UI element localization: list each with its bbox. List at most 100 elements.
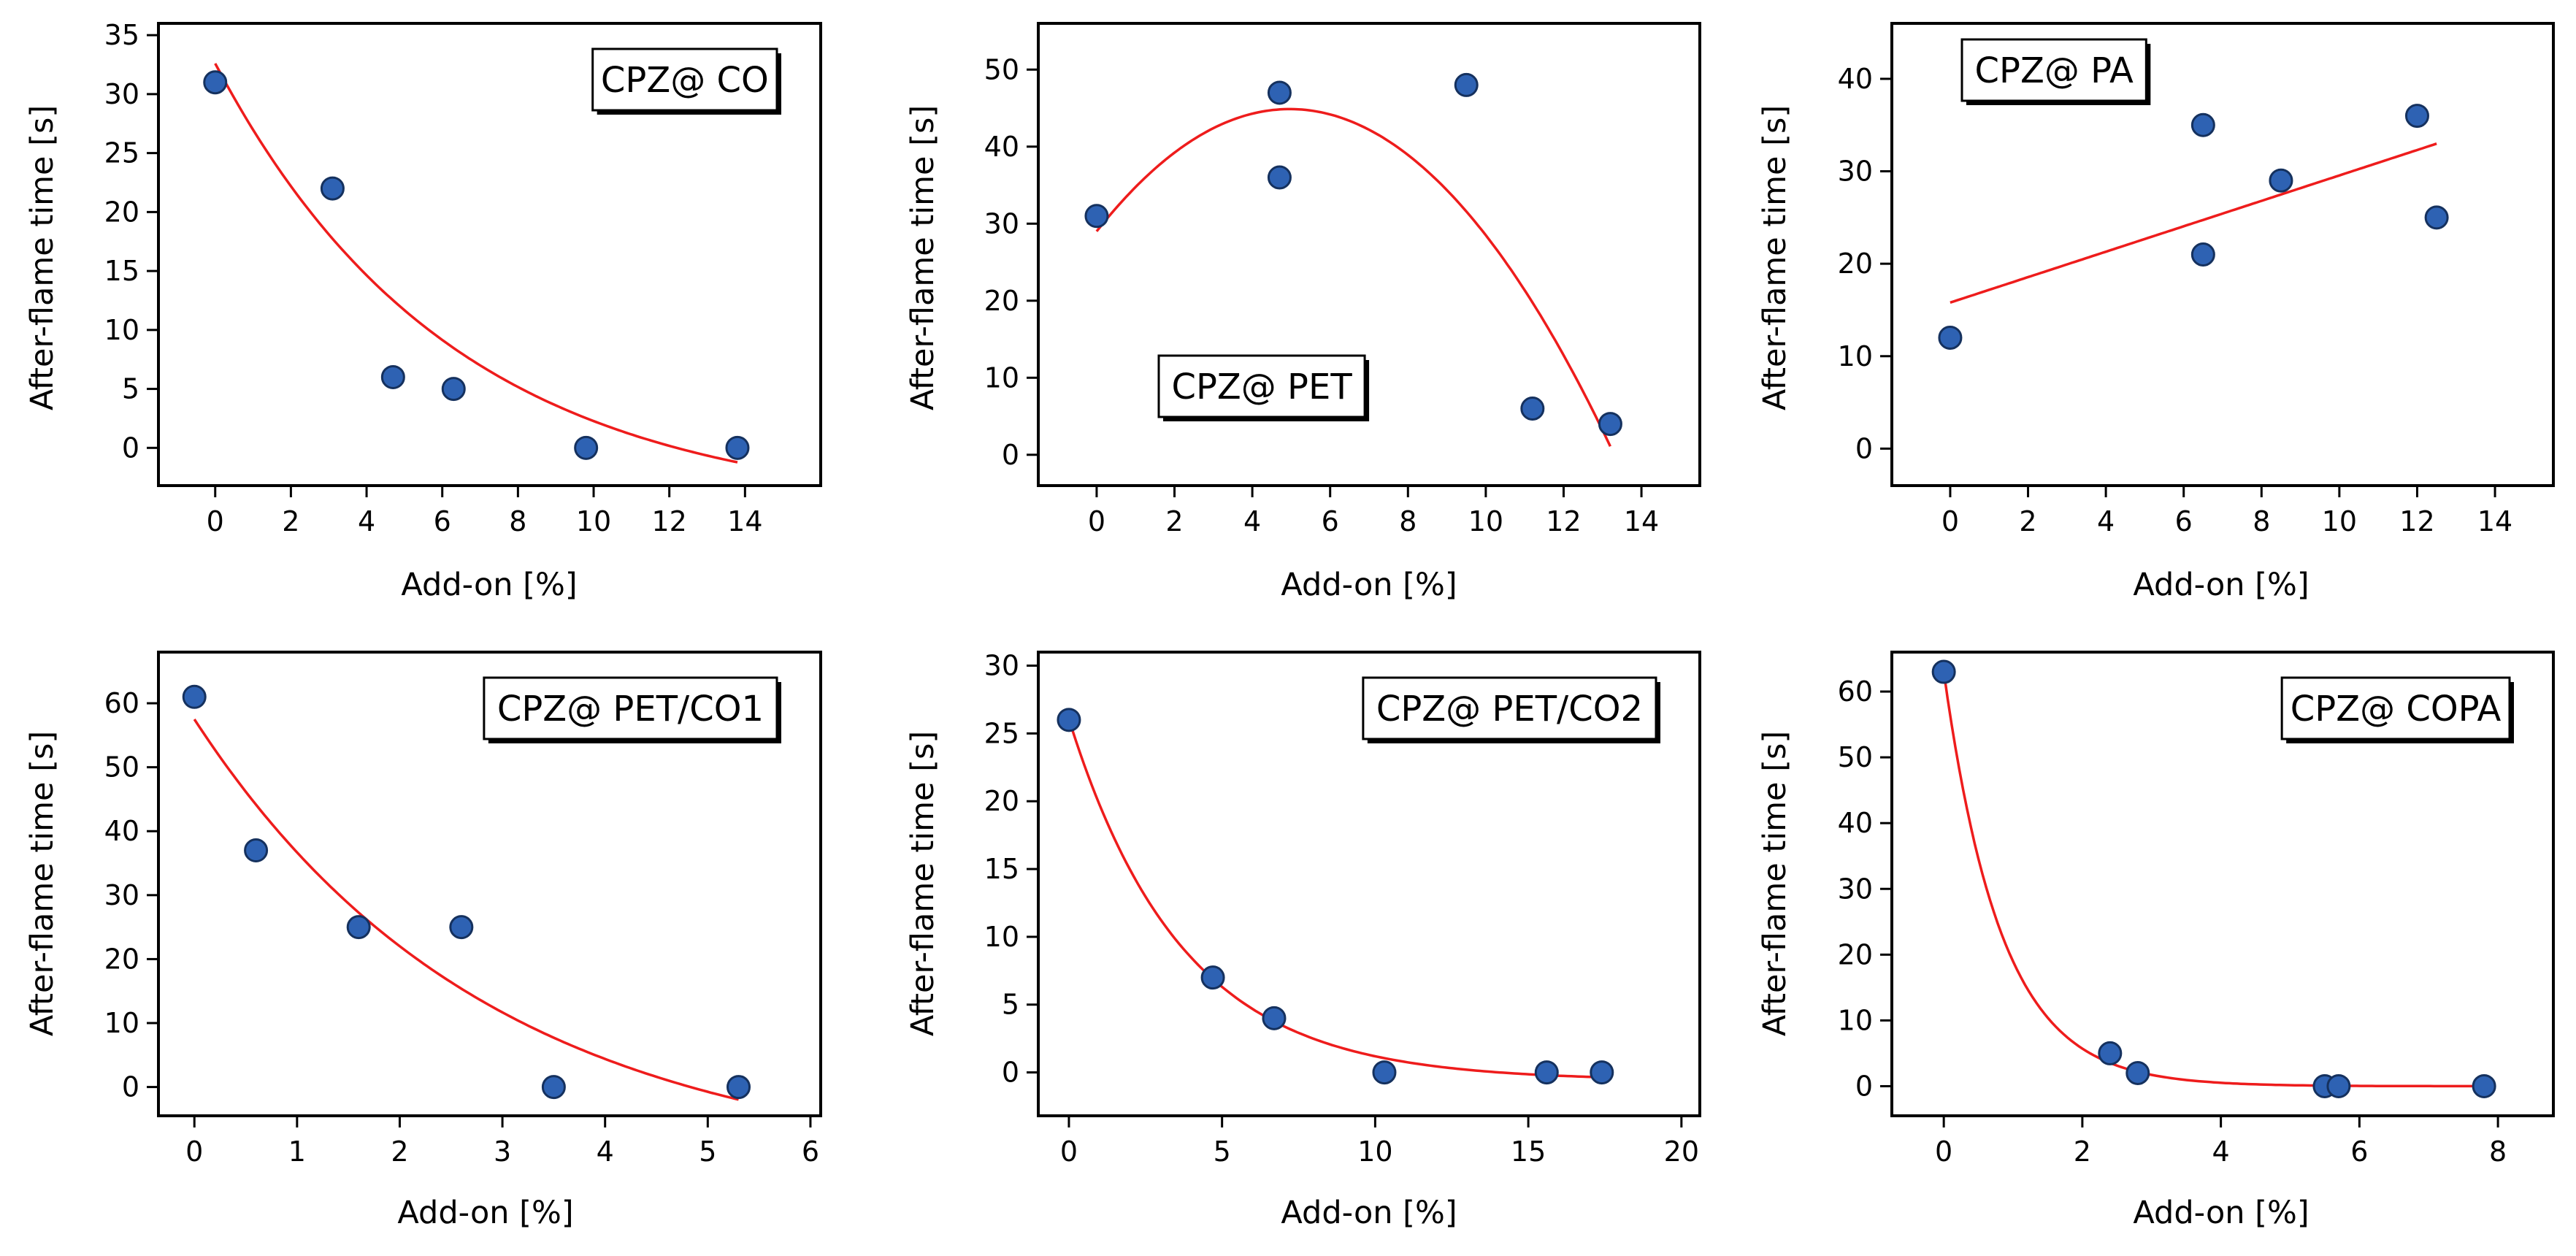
- y-tick-label: 30: [1838, 873, 1873, 905]
- data-point: [1938, 325, 1963, 350]
- y-tick-label: 0: [1002, 1057, 1019, 1089]
- panel-label-box: [2280, 676, 2511, 740]
- x-tick-label: 4: [597, 1136, 614, 1168]
- panel-label-box: [591, 47, 778, 112]
- data-point: [1057, 708, 1081, 732]
- data-point: [320, 176, 345, 201]
- x-tick-label: 6: [2175, 505, 2193, 537]
- plot-frame: [157, 22, 822, 487]
- panel-label-pet-co1: CPZ@ PET/CO1: [483, 676, 781, 743]
- chart-panel-pet-co2: After-flame time [s] Add-on [%] 0 5 10 15 20…: [905, 650, 1701, 1231]
- y-tick-label: 15: [104, 255, 139, 287]
- chart-ylabel: After-flame time [s]: [24, 105, 61, 410]
- data-point: [182, 684, 207, 709]
- y-tick-label: 60: [1838, 675, 1873, 708]
- x-tick-label: 6: [434, 505, 451, 537]
- x-tick-label: 0: [207, 505, 224, 537]
- y-tick-label: 40: [1838, 807, 1873, 839]
- data-point: [1084, 204, 1109, 229]
- y-tick-label: 30: [984, 650, 1019, 682]
- x-tick-label: 5: [699, 1136, 716, 1168]
- x-tick-label: 10: [2322, 505, 2357, 537]
- data-point: [2098, 1041, 2123, 1065]
- chart-xlabel: Add-on [%]: [2133, 567, 2309, 603]
- x-tick-label: 1: [288, 1136, 306, 1168]
- y-tick-label: 30: [104, 879, 139, 911]
- x-tick-label: 8: [509, 505, 526, 537]
- fit-curve: [1095, 107, 1611, 447]
- data-point: [2424, 205, 2449, 230]
- fit-curve: [1950, 142, 2437, 304]
- y-tick-label: 5: [1002, 989, 1019, 1021]
- x-tick-label: 4: [1243, 505, 1261, 537]
- y-tick-label: 10: [104, 314, 139, 346]
- chart-ylabel: After-flame time [s]: [1757, 105, 1793, 410]
- data-point: [1267, 80, 1292, 105]
- fit-curve: [1067, 719, 1602, 1079]
- data-point: [725, 435, 750, 460]
- x-tick-label: 4: [2097, 505, 2115, 537]
- data-point: [380, 364, 405, 389]
- chart-panel-pet-co1: After-flame time [s] Add-on [%] 0 1 2 3 4 5 60…: [24, 651, 822, 1231]
- x-tick-label: 2: [391, 1136, 408, 1168]
- data-point: [2125, 1060, 2150, 1085]
- x-tick-label: 8: [1399, 505, 1417, 537]
- y-tick-label: 50: [104, 751, 139, 784]
- panel-label-pet-co2: CPZ@ PET/CO2: [1362, 676, 1660, 743]
- plot-frame: [157, 651, 822, 1117]
- x-tick-label: 0: [1941, 505, 1959, 537]
- x-tick-label: 14: [1624, 505, 1659, 537]
- data-point: [1520, 397, 1545, 421]
- y-tick-label: 40: [104, 815, 139, 847]
- y-tick-label: 10: [984, 921, 1019, 953]
- y-tick-label: 20: [104, 196, 139, 228]
- x-tick-label: 14: [2477, 505, 2512, 537]
- panel-label-text: CPZ@ CO: [601, 60, 769, 101]
- x-tick-label: 14: [727, 505, 762, 537]
- data-point: [1372, 1060, 1397, 1085]
- data-point: [1262, 1006, 1287, 1030]
- panel-label-pa: CPZ@ PA: [1960, 38, 2151, 105]
- y-tick-label: 25: [104, 137, 139, 169]
- x-tick-label: 15: [1511, 1136, 1546, 1168]
- x-tick-label: 2: [1165, 505, 1183, 537]
- y-tick-label: 40: [1838, 63, 1873, 95]
- chart-ylabel: After-flame time [s]: [905, 105, 941, 410]
- x-tick-label: 8: [2489, 1136, 2507, 1168]
- data-point: [2404, 104, 2429, 129]
- chart-xlabel: Add-on [%]: [1281, 567, 1457, 603]
- panel-label-pet: CPZ@ PET: [1157, 354, 1370, 421]
- x-tick-label: 8: [2253, 505, 2270, 537]
- y-tick-label: 25: [984, 717, 1019, 749]
- data-point: [244, 838, 269, 863]
- y-tick-label: 60: [104, 687, 139, 719]
- x-tick-label: 6: [1322, 505, 1339, 537]
- plot-frame: [1890, 22, 2555, 487]
- panel-label-text: CPZ@ COPA: [2291, 689, 2502, 730]
- panel-label-co: CPZ@ CO: [591, 47, 781, 115]
- x-tick-label: 10: [1357, 1136, 1392, 1168]
- chart-ylabel: After-flame time [s]: [1757, 731, 1793, 1036]
- panel-label-box: [483, 676, 778, 740]
- y-tick-label: 20: [1838, 938, 1873, 970]
- x-tick-label: 2: [2019, 505, 2036, 537]
- x-tick-label: 3: [494, 1136, 511, 1168]
- x-tick-label: 20: [1664, 1136, 1699, 1168]
- y-tick-label: 20: [1838, 248, 1873, 280]
- data-point: [1454, 72, 1479, 97]
- data-point: [574, 435, 599, 460]
- plot-frame: [1037, 22, 1701, 487]
- x-tick-label: 4: [358, 505, 375, 537]
- chart-ylabel: After-flame time [s]: [905, 731, 941, 1036]
- y-tick-label: 10: [984, 361, 1019, 394]
- x-tick-label: 10: [1468, 505, 1503, 537]
- y-tick-label: 50: [1838, 741, 1873, 773]
- chart-xlabel: Add-on [%]: [2133, 1195, 2309, 1231]
- x-tick-label: 5: [1214, 1136, 1231, 1168]
- fit-curve: [193, 719, 739, 1101]
- y-tick-label: 50: [984, 53, 1019, 85]
- data-point: [1598, 412, 1622, 437]
- plot-frame: [1890, 651, 2555, 1117]
- y-tick-label: 5: [122, 373, 139, 405]
